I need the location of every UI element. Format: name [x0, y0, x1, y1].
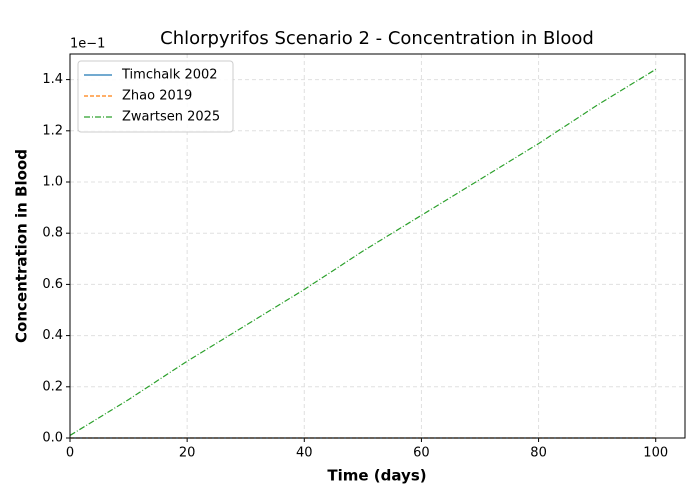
legend-box: [77, 60, 234, 133]
x-tick-label: 100: [643, 446, 668, 461]
y-tick-label: 1.0: [42, 175, 63, 190]
y-tick-label: 1.4: [42, 72, 63, 87]
series-line: [69, 68, 657, 436]
y-tick-label: 0.2: [42, 379, 63, 394]
legend-label: Zhao 2019: [122, 89, 192, 104]
y-tick-label: 0.0: [42, 431, 63, 446]
y-tick-label: 0.4: [42, 328, 63, 343]
y-tick-label: 1.2: [42, 123, 63, 138]
y-tick-label: 0.6: [42, 277, 63, 292]
x-tick-label: 80: [530, 446, 547, 461]
x-tick-label: 40: [296, 446, 313, 461]
chart-title: Chlorpyrifos Scenario 2 - Concentration …: [160, 28, 594, 49]
plot-frame: [69, 53, 686, 439]
x-tick-label: 20: [179, 446, 196, 461]
y-axis-label: Concentration in Blood: [13, 149, 31, 343]
y-offset-label: 1e−1: [70, 37, 105, 52]
y-tick-label: 0.8: [42, 226, 63, 241]
x-axis-label: Time (days): [327, 467, 426, 485]
legend-label: Timchalk 2002: [121, 68, 218, 83]
x-tick-label: 0: [66, 446, 74, 461]
x-tick-label: 60: [413, 446, 430, 461]
legend-label: Zwartsen 2025: [122, 110, 220, 125]
